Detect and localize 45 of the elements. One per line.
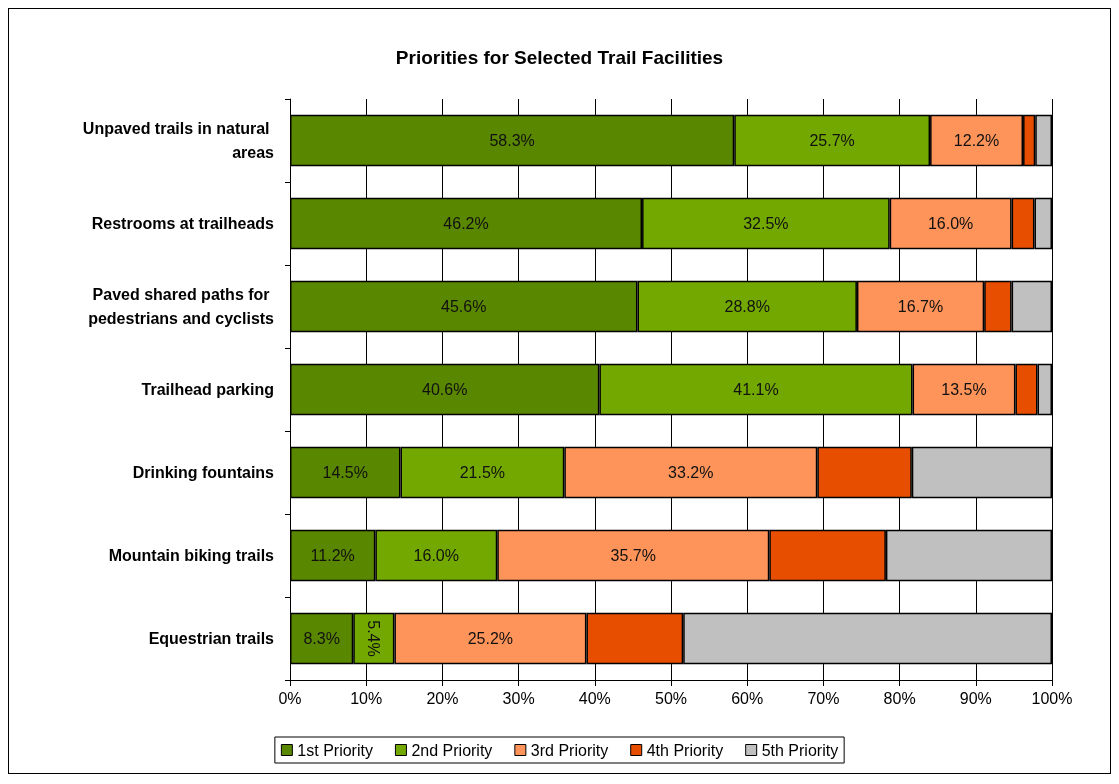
data-label: 58.3% [489, 132, 535, 149]
x-tick-label: 50% [654, 689, 688, 707]
y-tick-label: Equestrian trails [148, 630, 275, 647]
data-label: 25.7% [809, 132, 855, 149]
x-tick-label: 10% [350, 689, 383, 707]
legend-label: 4th Priority [646, 741, 724, 759]
legend-label: 3rd Priority [530, 741, 609, 759]
data-label: 35.7% [610, 547, 656, 564]
x-tick-label: 90% [959, 689, 992, 707]
data-label: 14.5% [322, 464, 368, 481]
legend-label: 5th Priority [761, 741, 839, 759]
legend-label: 1st Priority [297, 741, 373, 759]
data-label: 40.6% [422, 381, 468, 398]
data-label: 25.2% [467, 630, 514, 647]
x-tick-label: 30% [502, 689, 535, 707]
data-label: 16.0% [413, 547, 459, 564]
data-label: 32.5% [743, 215, 789, 232]
y-tick-label: Unpaved trails in natural areas [82, 120, 275, 161]
data-label: 13.5% [941, 381, 987, 398]
x-tick-label: 60% [731, 689, 764, 707]
data-label: 41.1% [733, 381, 779, 398]
data-label: 12.2% [953, 132, 1000, 149]
data-label: 28.8% [724, 298, 770, 315]
data-label: 8.3% [303, 630, 340, 647]
x-tick-label: 20% [426, 689, 459, 707]
y-tick-label: Trailhead parking [141, 381, 274, 398]
chart-title: Priorities for Selected Trail Facilities [395, 47, 724, 68]
data-label: 46.2% [443, 215, 489, 232]
x-tick-label: 80% [883, 689, 916, 707]
data-label: 11.2% [310, 547, 355, 564]
data-label: 45.6% [441, 298, 487, 315]
y-tick-label: Restrooms at trailheads [91, 215, 275, 232]
y-tick-label: Drinking fountains [132, 464, 275, 481]
data-label: 16.0% [927, 215, 974, 232]
data-label: 33.2% [668, 464, 714, 481]
y-tick-label: Paved shared paths for pedestrians and cyclists [88, 286, 275, 327]
data-label: 21.5% [459, 464, 506, 481]
y-tick-label: Mountain biking trails [108, 547, 275, 564]
legend-label: 2nd Priority [411, 741, 493, 759]
x-tick-label: 40% [578, 689, 611, 707]
data-label: 16.7% [897, 298, 944, 315]
x-tick-label: 0% [278, 689, 302, 707]
x-tick-label: 70% [807, 689, 840, 707]
x-tick-label: 100% [1031, 689, 1073, 707]
data-label: 5.4% [365, 620, 383, 657]
